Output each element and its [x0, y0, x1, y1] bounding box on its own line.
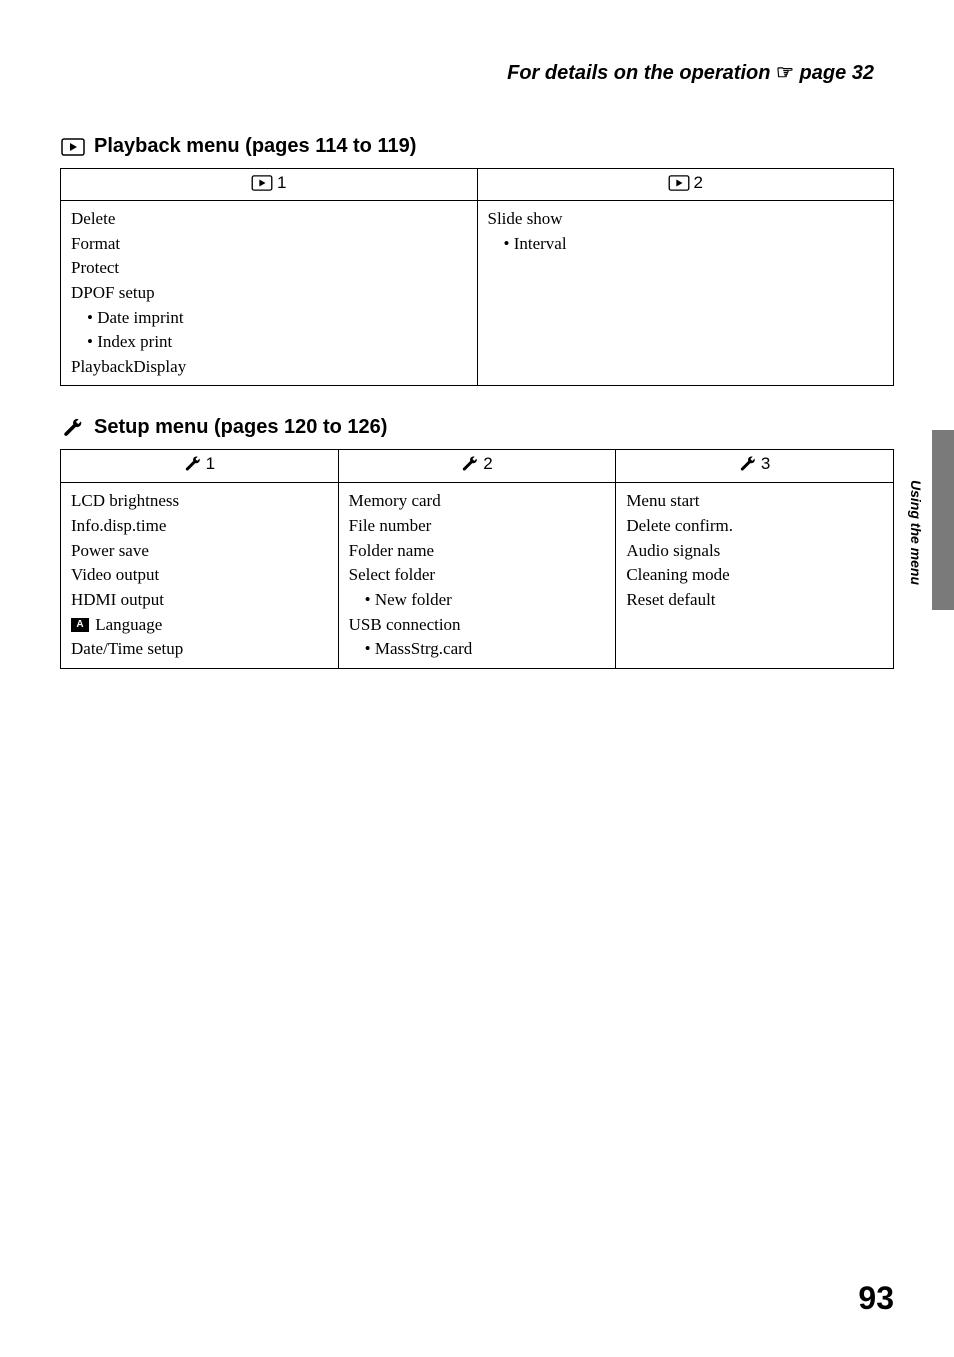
header-page-ref: page 32	[794, 62, 874, 84]
playback-title: Playback menu (pages 114 to 119)	[94, 135, 416, 158]
playback-icon	[60, 137, 86, 157]
list-item: Format	[71, 232, 467, 257]
language-label: Language	[91, 615, 162, 634]
setup-tab1-num: 1	[206, 454, 215, 474]
list-item: Date imprint	[71, 306, 467, 331]
setup-tab3-num: 3	[761, 454, 770, 474]
list-item: Reset default	[626, 588, 883, 613]
setup-table: 1 2 3	[60, 449, 894, 668]
list-item: Index print	[71, 330, 467, 355]
list-item: Folder name	[349, 539, 606, 564]
sidebar-tab	[932, 430, 954, 610]
wrench-icon	[739, 455, 757, 473]
setup-tab2-header: 2	[338, 450, 616, 483]
table-row: Delete Format Protect DPOF setup Date im…	[61, 201, 894, 386]
pointer-icon: ☞	[776, 62, 794, 84]
list-item: PlaybackDisplay	[71, 355, 467, 380]
playback-icon	[251, 175, 273, 191]
playback-table: 1 2 Delete Format Protect	[60, 168, 894, 386]
list-item: New folder	[349, 588, 606, 613]
list-item: HDMI output	[71, 588, 328, 613]
list-item: Protect	[71, 256, 467, 281]
setup-col2-cell: Memory card File number Folder name Sele…	[338, 483, 616, 668]
list-item: Menu start	[626, 489, 883, 514]
list-item: Video output	[71, 563, 328, 588]
setup-tab1-header: 1	[61, 450, 339, 483]
list-item: Info.disp.time	[71, 514, 328, 539]
setup-col3-cell: Menu start Delete confirm. Audio signals…	[616, 483, 894, 668]
playback-section-header: Playback menu (pages 114 to 119)	[60, 135, 894, 158]
language-icon: A	[71, 618, 89, 632]
header-instruction: For details on the operation ☞ page 32	[60, 60, 894, 85]
list-item: DPOF setup	[71, 281, 467, 306]
list-item: File number	[349, 514, 606, 539]
list-item: Delete	[71, 207, 467, 232]
playback-tab1-header: 1	[61, 169, 478, 201]
header-prefix: For details on the operation	[507, 62, 776, 84]
wrench-icon	[461, 455, 479, 473]
playback-tab2-num: 2	[694, 173, 703, 193]
list-item: USB connection	[349, 613, 606, 638]
list-item: Slide show	[488, 207, 884, 232]
list-item: Select folder	[349, 563, 606, 588]
sidebar-section-label: Using the menu	[908, 480, 924, 585]
wrench-icon	[184, 455, 202, 473]
list-item: Interval	[488, 232, 884, 257]
list-item: LCD brightness	[71, 489, 328, 514]
list-item: Power save	[71, 539, 328, 564]
playback-tab2-header: 2	[477, 169, 894, 201]
setup-tab3-header: 3	[616, 450, 894, 483]
setup-title: Setup menu (pages 120 to 126)	[94, 416, 387, 439]
list-item: MassStrg.card	[349, 637, 606, 662]
list-item: Cleaning mode	[626, 563, 883, 588]
table-row: LCD brightness Info.disp.time Power save…	[61, 483, 894, 668]
list-item: Memory card	[349, 489, 606, 514]
list-item-language: A Language	[71, 613, 328, 638]
page-number: 93	[858, 1280, 894, 1317]
playback-col2-cell: Slide show Interval	[477, 201, 894, 386]
playback-col1-cell: Delete Format Protect DPOF setup Date im…	[61, 201, 478, 386]
list-item: Audio signals	[626, 539, 883, 564]
list-item: Delete confirm.	[626, 514, 883, 539]
playback-icon	[668, 175, 690, 191]
setup-section-header: Setup menu (pages 120 to 126)	[60, 416, 894, 439]
list-item: Date/Time setup	[71, 637, 328, 662]
wrench-icon	[60, 418, 86, 438]
setup-col1-cell: LCD brightness Info.disp.time Power save…	[61, 483, 339, 668]
playback-tab1-num: 1	[277, 173, 286, 193]
setup-tab2-num: 2	[483, 454, 492, 474]
